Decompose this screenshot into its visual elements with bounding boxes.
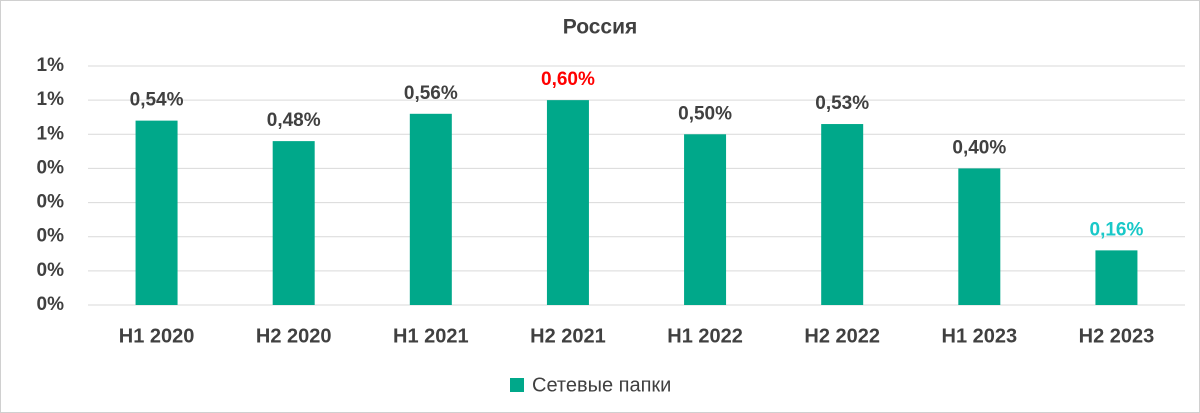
bar — [546, 100, 589, 306]
bar — [958, 168, 1001, 305]
bar — [684, 134, 727, 305]
x-tick-label: H1 2022 — [667, 325, 743, 347]
value-label: 0,53% — [815, 93, 869, 114]
x-tick-label: H1 2020 — [119, 325, 195, 347]
bar — [135, 120, 178, 305]
bar — [821, 124, 864, 306]
value-label: 0,54% — [130, 90, 184, 111]
y-tick-label: 1% — [37, 123, 65, 144]
y-tick-label: 0% — [37, 192, 65, 213]
chart-title: Россия — [563, 16, 638, 39]
y-tick-label: 0% — [37, 226, 65, 247]
value-label: 0,50% — [678, 103, 732, 124]
bar — [272, 141, 315, 305]
y-tick-label: 0% — [37, 260, 65, 281]
y-tick-label: 1% — [37, 55, 65, 76]
x-tick-label: H1 2023 — [942, 325, 1018, 347]
value-label: 0,60% — [541, 69, 595, 90]
value-label: 0,16% — [1090, 219, 1144, 240]
bar — [409, 113, 452, 305]
y-tick-label: 0% — [37, 157, 65, 178]
legend-swatch — [510, 378, 524, 392]
x-tick-label: H2 2023 — [1079, 325, 1155, 347]
value-label: 0,48% — [267, 110, 321, 131]
y-tick-label: 1% — [37, 89, 65, 110]
x-tick-label: H2 2022 — [804, 325, 880, 347]
bar — [1095, 250, 1138, 305]
y-tick-label: 0% — [37, 294, 65, 315]
legend-label: Сетевые папки — [532, 374, 671, 396]
x-tick-label: H1 2021 — [393, 325, 469, 347]
x-tick-label: H2 2020 — [256, 325, 332, 347]
x-tick-label: H2 2021 — [530, 325, 606, 347]
value-label: 0,56% — [404, 83, 458, 104]
value-label: 0,40% — [952, 137, 1006, 158]
